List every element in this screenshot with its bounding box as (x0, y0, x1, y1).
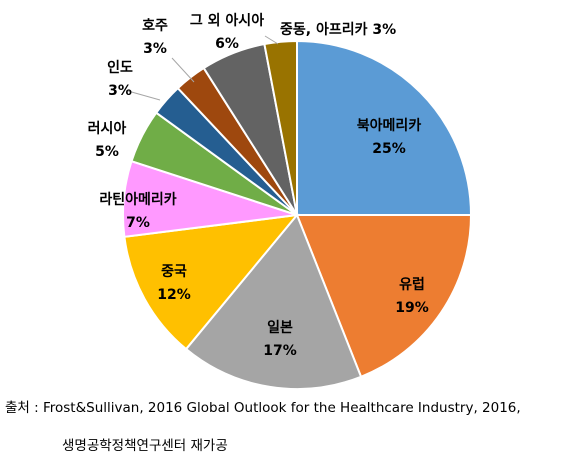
leader-line (171, 57, 195, 83)
slice-name-label: 일본 (267, 320, 293, 336)
leader-line (127, 90, 161, 101)
slice-name-label: 호주 (142, 18, 168, 34)
leader-lines (127, 35, 279, 101)
slice-name-label: 중국 (161, 264, 187, 280)
slice-name-label: 북아메리카 (357, 117, 422, 134)
source-line-1: 출처 : Frost&Sullivan, 2016 Global Outlook… (5, 400, 521, 416)
slice-value-label: 3% (108, 83, 132, 99)
slice-value-label: 3% (143, 41, 167, 57)
slice-labels: 북아메리카 25% 유럽 19% 일본 17% 중국 12% 라틴아메리카 7% 러시아 5% 인도 3%… (88, 12, 429, 359)
pie-slice (263, 39, 298, 216)
slice-value-label: 19% (395, 300, 429, 316)
source-line-2: 생명공학정책연구센터 재가공 (62, 438, 228, 454)
slice-value-label: 17% (263, 343, 297, 359)
slice-value-label: 12% (157, 287, 191, 303)
pie-slice (295, 214, 473, 379)
pie-chart: 북아메리카 25% 유럽 19% 일본 17% 중국 12% 라틴아메리카 7% 러시아 5% 인도 3%… (88, 12, 473, 390)
slice-name-label: 유럽 (399, 277, 425, 293)
pie-slices (121, 39, 473, 390)
pie-slice (184, 213, 363, 390)
slice-value-label: 25% (372, 141, 406, 157)
slice-name-label: 라틴아메리카 (99, 191, 176, 208)
slice-name-label: 인도 (107, 59, 133, 76)
slice-value-label: 7% (126, 215, 150, 231)
pie-slice (123, 213, 300, 351)
slice-name-label: 러시아 (88, 120, 127, 137)
pie-slice (296, 39, 473, 216)
slice-value-label: 5% (95, 144, 119, 160)
leader-line (264, 35, 279, 45)
slice-name-label: 그 외 아시아 (190, 12, 264, 29)
slice-label: 중동, 아프리카 3% (280, 21, 396, 38)
slice-value-label: 6% (215, 36, 239, 52)
